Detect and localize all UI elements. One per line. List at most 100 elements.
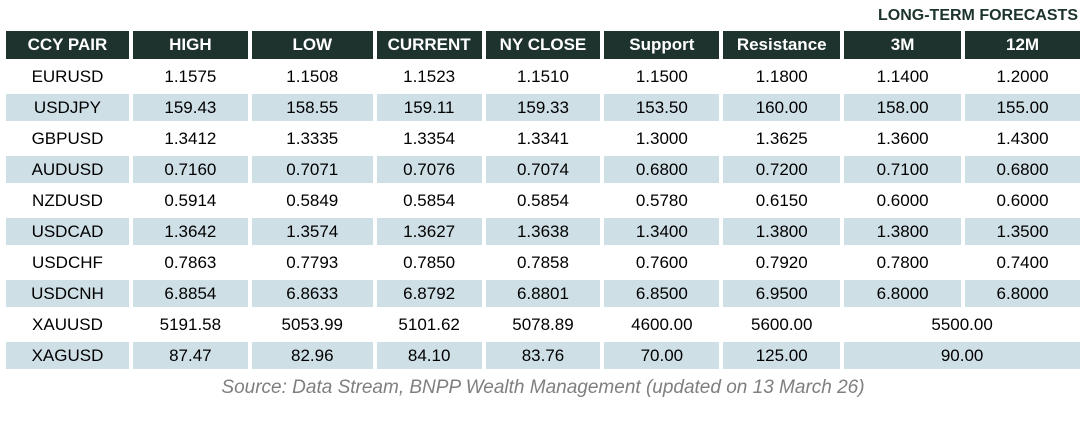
table-row: USDJPY 159.43 158.55 159.11 159.33 153.50 160.… xyxy=(6,94,1080,121)
column-header: CCY PAIR xyxy=(6,31,129,59)
cell-forecast-12m: 1.4300 xyxy=(965,125,1080,152)
cell-pair: XAGUSD xyxy=(6,342,129,369)
cell-resistance: 0.7920 xyxy=(723,249,841,276)
cell-forecast-12m: 1.2000 xyxy=(965,63,1080,90)
cell-ny-close: 1.1510 xyxy=(485,63,601,90)
cell-support: 1.1500 xyxy=(604,63,720,90)
cell-ny-close: 83.76 xyxy=(485,342,601,369)
cell-support: 6.8500 xyxy=(604,280,720,307)
cell-support: 0.7600 xyxy=(604,249,720,276)
cell-ny-close: 159.33 xyxy=(485,94,601,121)
cell-ny-close: 5078.89 xyxy=(485,311,601,338)
cell-current: 0.5854 xyxy=(376,187,482,214)
cell-low: 1.1508 xyxy=(251,63,373,90)
cell-ny-close: 1.3638 xyxy=(485,218,601,245)
cell-support: 70.00 xyxy=(604,342,720,369)
cell-low: 82.96 xyxy=(251,342,373,369)
column-header: Resistance xyxy=(723,31,841,59)
cell-high: 5191.58 xyxy=(132,311,248,338)
cell-pair: EURUSD xyxy=(6,63,129,90)
cell-forecast-3m: 0.6000 xyxy=(844,187,962,214)
cell-forecast-12m: 0.6800 xyxy=(965,156,1080,183)
column-header: Support xyxy=(604,31,720,59)
cell-high: 159.43 xyxy=(132,94,248,121)
cell-low: 1.3574 xyxy=(251,218,373,245)
cell-forecast-3m: 158.00 xyxy=(844,94,962,121)
fx-forecast-table: CCY PAIR HIGH LOW CURRENT NY CLOSE Support Res… xyxy=(2,27,1084,373)
cell-resistance: 1.3625 xyxy=(723,125,841,152)
cell-current: 6.8792 xyxy=(376,280,482,307)
cell-forecast-3m: 0.7800 xyxy=(844,249,962,276)
cell-resistance: 1.3800 xyxy=(723,218,841,245)
cell-current: 5101.62 xyxy=(376,311,482,338)
cell-current: 1.1523 xyxy=(376,63,482,90)
table-row: USDCHF 0.7863 0.7793 0.7850 0.7858 0.7600 0.79… xyxy=(6,249,1080,276)
cell-high: 6.8854 xyxy=(132,280,248,307)
cell-high: 0.5914 xyxy=(132,187,248,214)
column-header: 3M xyxy=(844,31,962,59)
cell-support: 1.3400 xyxy=(604,218,720,245)
cell-forecast-3m: 6.8000 xyxy=(844,280,962,307)
cell-current: 159.11 xyxy=(376,94,482,121)
cell-support: 0.5780 xyxy=(604,187,720,214)
table-row: AUDUSD 0.7160 0.7071 0.7076 0.7074 0.6800 0.72… xyxy=(6,156,1080,183)
table-row: USDCAD 1.3642 1.3574 1.3627 1.3638 1.3400 1.38… xyxy=(6,218,1080,245)
cell-current: 1.3354 xyxy=(376,125,482,152)
cell-low: 158.55 xyxy=(251,94,373,121)
cell-high: 1.3642 xyxy=(132,218,248,245)
long-term-forecasts-title: LONG-TERM FORECASTS xyxy=(878,7,1078,24)
cell-support: 1.3000 xyxy=(604,125,720,152)
table-row: NZDUSD 0.5914 0.5849 0.5854 0.5854 0.5780 0.61… xyxy=(6,187,1080,214)
column-header: HIGH xyxy=(132,31,248,59)
cell-forecast-3m: 1.3600 xyxy=(844,125,962,152)
cell-forecast-12m: 1.3500 xyxy=(965,218,1080,245)
cell-forecast-3m: 1.1400 xyxy=(844,63,962,90)
column-header: 12M xyxy=(965,31,1080,59)
cell-forecast-12m: 155.00 xyxy=(965,94,1080,121)
cell-resistance: 0.6150 xyxy=(723,187,841,214)
cell-support: 4600.00 xyxy=(604,311,720,338)
cell-ny-close: 1.3341 xyxy=(485,125,601,152)
cell-low: 6.8633 xyxy=(251,280,373,307)
cell-low: 5053.99 xyxy=(251,311,373,338)
cell-current: 0.7076 xyxy=(376,156,482,183)
cell-current: 84.10 xyxy=(376,342,482,369)
cell-low: 0.7793 xyxy=(251,249,373,276)
cell-pair: XAUUSD xyxy=(6,311,129,338)
cell-low: 1.3335 xyxy=(251,125,373,152)
cell-high: 1.3412 xyxy=(132,125,248,152)
cell-support: 0.6800 xyxy=(604,156,720,183)
source-note: Source: Data Stream, BNPP Wealth Managem… xyxy=(221,377,865,398)
cell-forecast-3m-12m: 90.00 xyxy=(844,342,1080,369)
cell-pair: USDCAD xyxy=(6,218,129,245)
cell-current: 1.3627 xyxy=(376,218,482,245)
table-row: GBPUSD 1.3412 1.3335 1.3354 1.3341 1.3000 1.36… xyxy=(6,125,1080,152)
table-row: XAUUSD 5191.58 5053.99 5101.62 5078.89 4600.0… xyxy=(6,311,1080,338)
cell-resistance: 0.7200 xyxy=(723,156,841,183)
cell-support: 153.50 xyxy=(604,94,720,121)
table-body: EURUSD 1.1575 1.1508 1.1523 1.1510 1.1500 1.18… xyxy=(6,63,1080,369)
cell-resistance: 125.00 xyxy=(723,342,841,369)
cell-ny-close: 0.7074 xyxy=(485,156,601,183)
cell-forecast-3m-12m: 5500.00 xyxy=(844,311,1080,338)
cell-high: 1.1575 xyxy=(132,63,248,90)
table-row: XAGUSD 87.47 82.96 84.10 83.76 70.00 125.00 90.… xyxy=(6,342,1080,369)
cell-pair: AUDUSD xyxy=(6,156,129,183)
cell-forecast-3m: 0.7100 xyxy=(844,156,962,183)
column-header: LOW xyxy=(251,31,373,59)
table-row: USDCNH 6.8854 6.8633 6.8792 6.8801 6.8500 6.95… xyxy=(6,280,1080,307)
cell-ny-close: 0.7858 xyxy=(485,249,601,276)
cell-resistance: 1.1800 xyxy=(723,63,841,90)
cell-pair: USDJPY xyxy=(6,94,129,121)
cell-high: 0.7863 xyxy=(132,249,248,276)
cell-high: 0.7160 xyxy=(132,156,248,183)
cell-resistance: 6.9500 xyxy=(723,280,841,307)
cell-pair: GBPUSD xyxy=(6,125,129,152)
cell-low: 0.5849 xyxy=(251,187,373,214)
table-header-row: CCY PAIR HIGH LOW CURRENT NY CLOSE Support Res… xyxy=(6,31,1080,59)
cell-ny-close: 6.8801 xyxy=(485,280,601,307)
cell-low: 0.7071 xyxy=(251,156,373,183)
cell-resistance: 160.00 xyxy=(723,94,841,121)
cell-pair: USDCNH xyxy=(6,280,129,307)
